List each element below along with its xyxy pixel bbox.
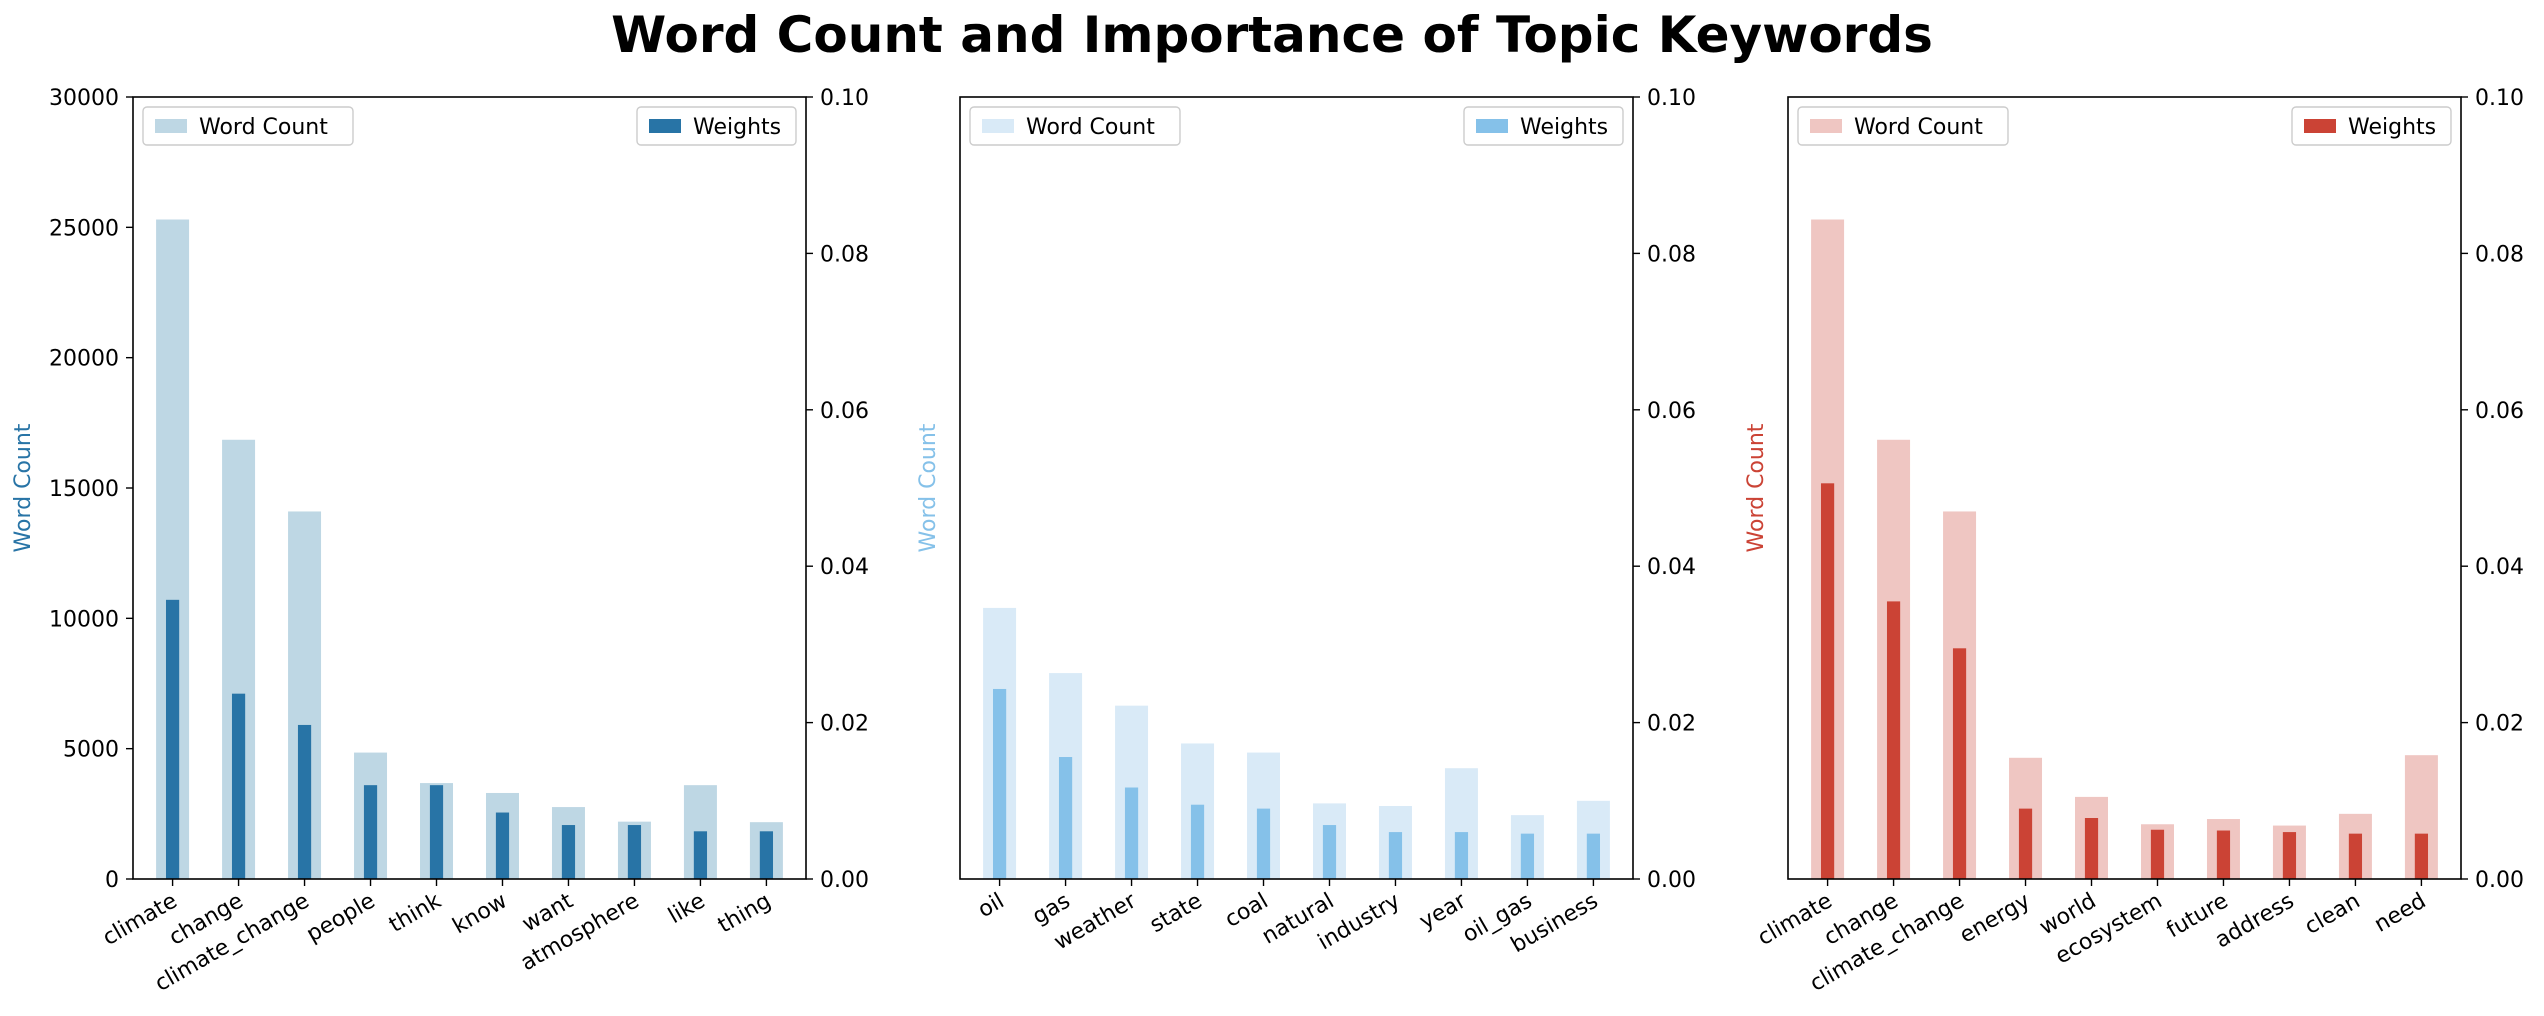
legend-weights: Weights	[636, 106, 797, 146]
legend-swatch	[1476, 119, 1508, 133]
legend-label: Word Count	[1026, 115, 1155, 140]
legend-weights: Weights	[2291, 106, 2452, 146]
y2-tick-label: 0.06	[1647, 399, 1696, 424]
weight-bar	[363, 785, 378, 879]
figure-title: Word Count and Importance of Topic Keywo…	[611, 6, 1933, 64]
weight-bar	[627, 825, 642, 879]
weight-bar	[561, 825, 576, 879]
weight-bar	[297, 724, 312, 879]
weight-bar	[1952, 648, 1967, 879]
legend-label: Word Count	[1854, 115, 1983, 140]
legend-box	[1797, 106, 2009, 146]
y2-tick-label: 0.08	[820, 242, 869, 267]
y2-tick-label: 0.10	[2475, 86, 2524, 111]
y2-tick-label: 0.04	[1647, 555, 1696, 580]
y-tick-label: 0	[105, 868, 119, 893]
plot-frame	[959, 96, 1634, 880]
y2-tick-label: 0.00	[820, 868, 869, 893]
weight-bar	[2216, 830, 2231, 879]
weight-bar	[165, 599, 180, 879]
weight-bar	[2018, 808, 2033, 879]
y2-tick-label: 0.06	[820, 399, 869, 424]
y2-tick-label: 0.10	[1647, 86, 1696, 111]
weight-bar	[1058, 757, 1073, 879]
y-tick-label: 30000	[49, 86, 119, 111]
weight-bar	[1454, 832, 1469, 879]
legend-weights: Weights	[1463, 106, 1624, 146]
legend-box	[1463, 106, 1624, 146]
legend-word-count: Word Count	[969, 106, 1181, 146]
legend-word-count: Word Count	[1797, 106, 2009, 146]
y2-tick-label: 0.02	[1647, 712, 1696, 737]
legend-label: Weights	[1520, 115, 1608, 140]
y2-tick-label: 0.02	[2475, 712, 2524, 737]
legend-label: Weights	[2348, 115, 2436, 140]
y-axis-label: Word Count	[11, 423, 36, 552]
weight-bar	[693, 831, 708, 879]
weight-bar	[992, 688, 1007, 879]
y2-tick-label: 0.04	[820, 555, 869, 580]
weight-bar	[495, 812, 510, 879]
y2-tick-label: 0.08	[2475, 242, 2524, 267]
y2-tick-label: 0.02	[820, 712, 869, 737]
y2-tick-label: 0.04	[2475, 555, 2524, 580]
legend-box	[142, 106, 354, 146]
y2-tick-label: 0.00	[2475, 868, 2524, 893]
legend-swatch	[649, 119, 681, 133]
legend-swatch	[1810, 119, 1842, 133]
legend-swatch	[155, 119, 187, 133]
weight-bar	[231, 693, 246, 879]
y-tick-label: 15000	[49, 477, 119, 502]
weight-bar	[1256, 808, 1271, 879]
y-axis-label: Word Count	[1744, 423, 1769, 552]
plot-frame	[1787, 96, 2462, 880]
weight-bar	[1520, 833, 1535, 879]
y2-tick-label: 0.06	[2475, 399, 2524, 424]
weight-bar	[1586, 833, 1601, 879]
weight-bar	[2282, 832, 2297, 879]
weight-bar	[1124, 787, 1139, 879]
weight-bar	[1190, 804, 1205, 879]
weight-bar	[759, 831, 774, 879]
weight-bar	[1886, 601, 1901, 879]
y2-tick-label: 0.08	[1647, 242, 1696, 267]
weight-bar	[2150, 829, 2165, 879]
weight-bar	[1388, 832, 1403, 879]
legend-box	[2291, 106, 2452, 146]
y-tick-label: 20000	[49, 347, 119, 372]
legend-label: Word Count	[199, 115, 328, 140]
y2-tick-label: 0.10	[820, 86, 869, 111]
legend-label: Weights	[693, 115, 781, 140]
legend-box	[636, 106, 797, 146]
legend-swatch	[982, 119, 1014, 133]
y-tick-label: 25000	[49, 216, 119, 241]
weight-bar	[1322, 825, 1337, 879]
weight-bar	[429, 785, 444, 879]
y2-tick-label: 0.00	[1647, 868, 1696, 893]
weight-bar	[2084, 818, 2099, 879]
weight-bar	[1820, 483, 1835, 879]
legend-box	[969, 106, 1181, 146]
weight-bar	[2348, 833, 2363, 879]
y-tick-label: 10000	[49, 607, 119, 632]
y-tick-label: 5000	[63, 738, 119, 763]
weight-bar	[2414, 833, 2429, 879]
legend-swatch	[2304, 119, 2336, 133]
legend-word-count: Word Count	[142, 106, 354, 146]
y-axis-label: Word Count	[916, 423, 941, 552]
